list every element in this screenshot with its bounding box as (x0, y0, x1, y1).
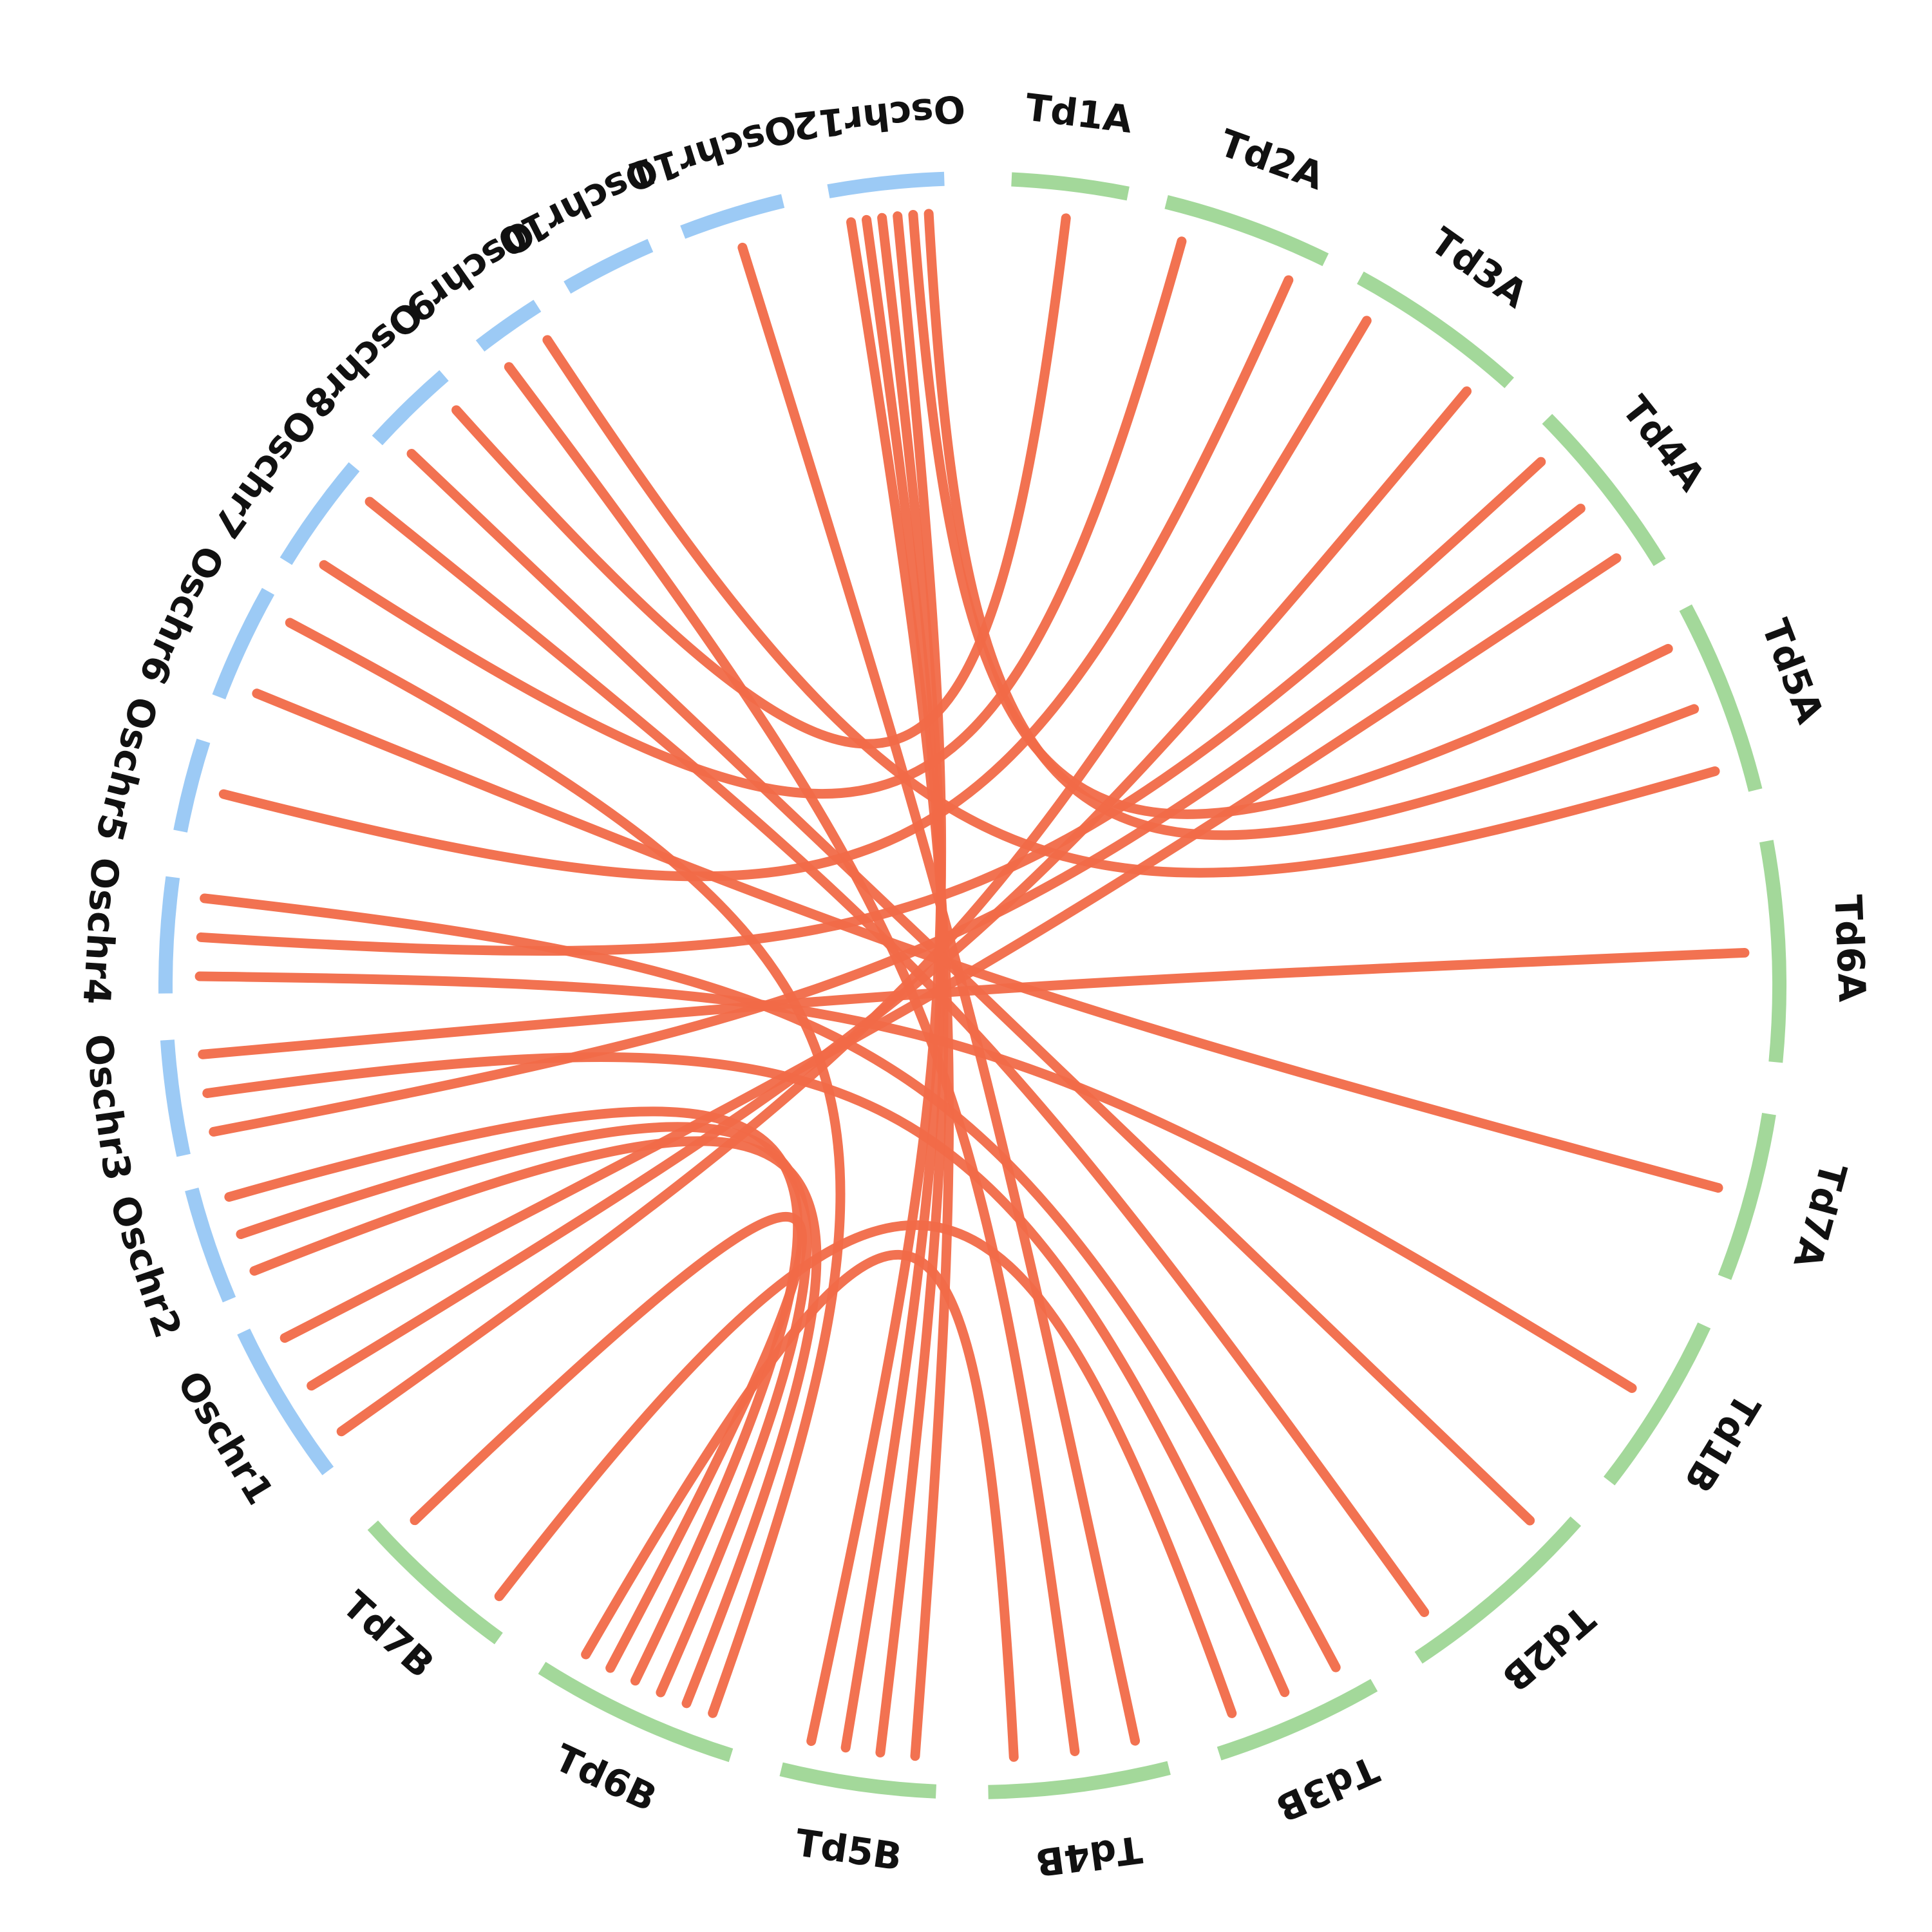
synteny-link-oschr2-td6b (224, 1106, 803, 1686)
chromosome-label-td2b: Td2B (1494, 1597, 1604, 1700)
synteny-link-oschr6-td6b (285, 618, 846, 1718)
synteny-link-td7b-td6b (410, 1211, 807, 1673)
synteny-link-oschr4-td1b (194, 971, 1637, 1393)
synteny-link-oschr8-td1a (451, 213, 1071, 749)
chromosome-arc-td2b (1414, 1516, 1582, 1664)
synteny-link-oschr4-td3b (200, 893, 1341, 1672)
synteny-link-td6b-td4b (581, 1249, 1019, 1762)
chromosome-arc-oschr9 (475, 299, 542, 352)
chromosome-arcs (158, 171, 1786, 1799)
chromosome-arc-td1a (1011, 172, 1130, 201)
chromosome-arc-oschr12 (827, 171, 945, 198)
synteny-link-oschr3-td3b (202, 1052, 1290, 1698)
chromosome-arc-oschr5 (173, 739, 211, 833)
synteny-link-oschr7-td2a (319, 236, 1187, 799)
chromosome-arc-oschr4 (158, 876, 180, 994)
chromosome-label-oschr12: Oschr12 (791, 86, 968, 147)
chromosome-label-oschr5: Oschr5 (87, 692, 166, 846)
chromosome-arc-oschr6 (212, 587, 275, 699)
chromosome-label-td6b: Td6B (548, 1736, 663, 1820)
chromosome-arc-td3a (1357, 271, 1514, 388)
chromosome-arc-td2a (1164, 195, 1329, 267)
chromosome-label-td5a: Td5A (1753, 613, 1832, 729)
chromosome-label-td7b: Td7B (334, 1582, 443, 1686)
synteny-link-oschr4-td4a (196, 457, 1546, 956)
synteny-link-oschr12-td5a (908, 210, 1673, 819)
chromosome-label-td2a: Td2A (1214, 120, 1330, 198)
chromosome-arc-td5a (1679, 604, 1763, 792)
chromosome-arc-td5b (779, 1762, 936, 1799)
chromosome-label-td6a: Td6A (1826, 894, 1874, 1003)
synteny-link-oschr3-td6a (198, 947, 1750, 1059)
chromosome-arc-td7a (1718, 1112, 1776, 1280)
chromosome-label-oschr11: Oschr11 (623, 105, 802, 198)
synteny-link-oschr7-td2b (365, 497, 1430, 1617)
chromosome-arc-td3b (1217, 1679, 1378, 1761)
chromosome-arc-oschr10 (564, 239, 654, 294)
synteny-link-td7b-td3b (494, 1220, 1237, 1718)
synteny-link-oschr5-td2a (218, 275, 1294, 882)
chromosome-arc-oschr8 (372, 370, 449, 446)
chromosome-label-oschr3: Oschr3 (76, 1031, 140, 1183)
chromosome-label-td4a: Td4A (1613, 388, 1714, 499)
synteny-links (194, 209, 1750, 1762)
synteny-link-oschr6-td7a (252, 688, 1723, 1193)
chromosome-label-td7a: Td7A (1785, 1158, 1855, 1273)
chromosome-arc-oschr2 (185, 1188, 236, 1303)
chromosome-arc-oschr7 (279, 462, 360, 565)
chromosome-label-td3b: Td3B (1270, 1747, 1385, 1830)
chromosome-label-td5b: Td5B (793, 1821, 905, 1879)
synteny-link-oschr1-td3a (336, 316, 1372, 1437)
chromosome-label-td1a: Td1A (1023, 85, 1134, 142)
chromosome-arc-td1b (1604, 1322, 1711, 1486)
synteny-link-oschr1-td3a (307, 386, 1472, 1391)
chromosome-arc-oschr11 (680, 194, 785, 239)
synteny-link-oschr1-td4a (279, 553, 1622, 1343)
chromosome-arc-td7b (367, 1520, 503, 1645)
chromosome-arc-td6b (538, 1662, 734, 1763)
chromosome-label-td4b: Td4B (1033, 1827, 1144, 1884)
chromosome-label-oschr4: Oschr4 (74, 857, 127, 1006)
chromosome-label-td3a: Td3A (1423, 219, 1535, 317)
chromosome-label-td1b: Td1B (1676, 1386, 1768, 1500)
chromosome-arc-oschr3 (160, 1039, 191, 1157)
synteny-link-oschr12-td5b (806, 211, 947, 1747)
synteny-link-oschr12-td5a (923, 209, 1700, 840)
chromosome-label-oschr6: Oschr6 (131, 539, 232, 691)
chromosome-arc-oschr1 (237, 1328, 334, 1475)
chromosome-arc-td4a (1542, 413, 1666, 567)
chromosome-arc-td4b (988, 1761, 1171, 1799)
chromosome-arc-td6a (1759, 840, 1786, 1063)
chromosome-label-oschr2: Oschr2 (101, 1190, 190, 1343)
